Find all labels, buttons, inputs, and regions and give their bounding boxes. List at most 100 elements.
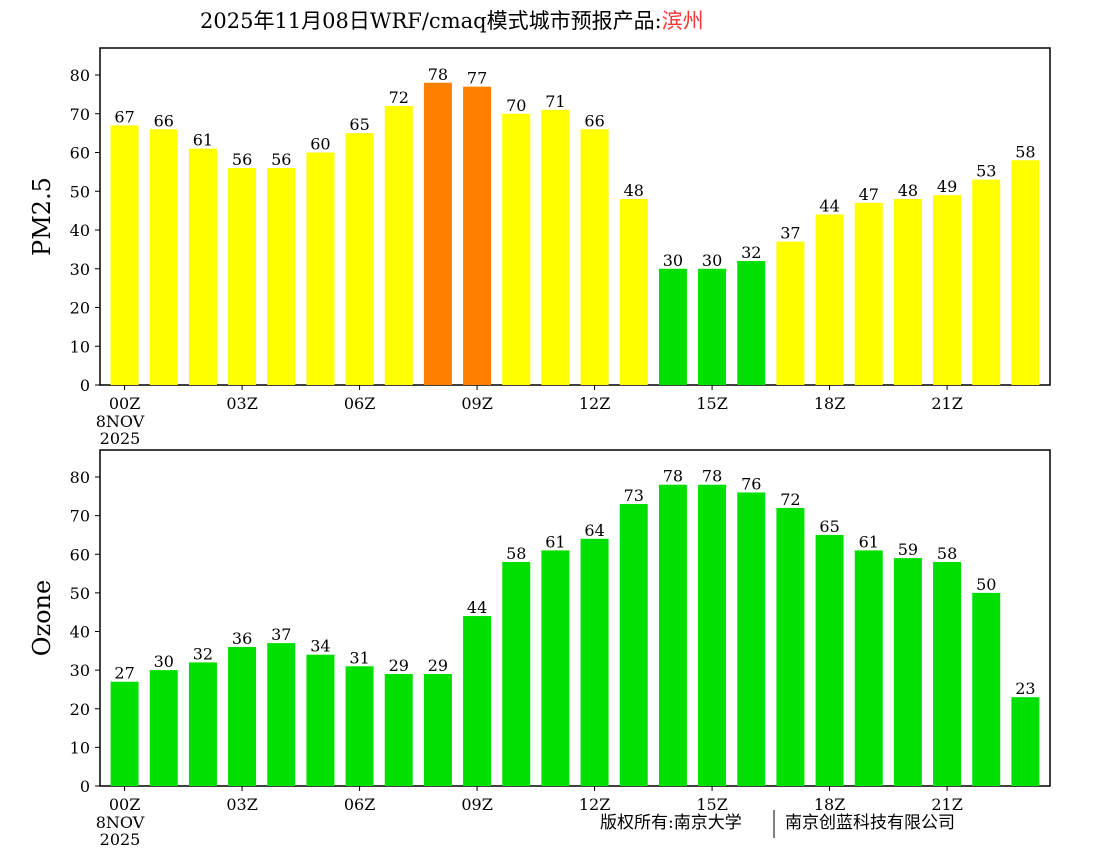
data-label: 44: [467, 598, 487, 617]
bar: [541, 109, 570, 385]
y-tick-label: 50: [70, 584, 90, 603]
x-date-label: 8NOV: [96, 813, 145, 832]
y-tick-label: 40: [70, 221, 90, 240]
data-label: 48: [898, 181, 918, 200]
data-label: 60: [310, 135, 330, 154]
data-label: 77: [467, 69, 487, 88]
bar: [580, 538, 609, 786]
data-label: 47: [859, 185, 879, 204]
x-tick-label: 00Z: [109, 795, 140, 814]
bar: [776, 507, 805, 786]
data-label: 71: [545, 92, 565, 111]
bar: [149, 670, 178, 786]
data-label: 58: [1015, 142, 1035, 161]
svg-text:2025年11月08日WRF/cmaq模式城市预报产品:滨州: 2025年11月08日WRF/cmaq模式城市预报产品:滨州: [200, 9, 704, 33]
data-label: 67: [114, 107, 134, 126]
bar: [423, 82, 452, 385]
data-label: 53: [976, 162, 996, 181]
bar: [541, 550, 570, 786]
bar: [502, 561, 531, 786]
y-tick-label: 30: [70, 260, 90, 279]
bar: [658, 268, 687, 385]
data-label: 34: [310, 637, 330, 656]
data-label: 78: [663, 467, 683, 486]
copyright-right: 南京创蓝科技有限公司: [785, 813, 955, 833]
data-label: 23: [1015, 679, 1035, 698]
bar: [619, 504, 648, 786]
bar: [306, 152, 335, 385]
x-tick-label: 15Z: [696, 795, 727, 814]
x-tick-label: 21Z: [931, 394, 962, 413]
data-label: 29: [389, 656, 409, 675]
data-label: 61: [859, 532, 879, 551]
y-tick-label: 80: [70, 66, 90, 85]
x-tick-label: 09Z: [461, 394, 492, 413]
x-tick-label: 12Z: [579, 394, 610, 413]
data-label: 66: [584, 111, 604, 130]
bar: [345, 133, 374, 385]
bar: [188, 148, 217, 385]
bar: [267, 643, 296, 786]
data-label: 32: [193, 644, 213, 663]
data-label: 37: [780, 224, 800, 243]
bar: [384, 106, 413, 385]
y-tick-label: 60: [70, 545, 90, 564]
copyright-left: 版权所有:南京大学: [600, 813, 742, 833]
x-tick-label: 12Z: [579, 795, 610, 814]
bar: [737, 261, 766, 385]
y-tick-label: 0: [80, 777, 90, 796]
chart-title: 2025年11月08日WRF/cmaq模式城市预报产品:: [200, 9, 662, 33]
bar: [933, 195, 962, 385]
data-label: 58: [937, 544, 957, 563]
bar: [384, 673, 413, 786]
bar: [893, 558, 922, 786]
plot-frame: [99, 47, 1051, 386]
data-label: 30: [663, 251, 683, 270]
bar: [267, 168, 296, 385]
bar: [188, 662, 217, 786]
data-label: 56: [232, 150, 252, 169]
bar: [463, 86, 492, 385]
bar: [933, 561, 962, 786]
y-tick-label: 70: [70, 507, 90, 526]
y-axis-label: PM2.5: [28, 177, 56, 256]
x-tick-label: 18Z: [814, 394, 845, 413]
data-label: 73: [624, 486, 644, 505]
data-label: 37: [271, 625, 291, 644]
data-label: 59: [898, 540, 918, 559]
city-name: 滨州: [662, 9, 704, 33]
data-label: 32: [741, 243, 761, 262]
bar: [737, 492, 766, 786]
bar: [306, 654, 335, 786]
x-tick-label: 03Z: [226, 795, 257, 814]
data-label: 31: [349, 648, 369, 667]
x-date-label: 8NOV: [96, 412, 145, 431]
plot-frame: [99, 449, 1051, 787]
x-tick-label: 18Z: [814, 795, 845, 814]
bar: [149, 129, 178, 385]
data-label: 72: [389, 88, 409, 107]
x-tick-label: 09Z: [461, 795, 492, 814]
data-label: 56: [271, 150, 291, 169]
bar: [893, 199, 922, 385]
data-label: 61: [193, 131, 213, 150]
bar: [110, 125, 139, 385]
data-label: 72: [780, 490, 800, 509]
data-label: 50: [976, 575, 996, 594]
bar: [345, 666, 374, 786]
bar: [972, 592, 1001, 786]
y-tick-label: 20: [70, 299, 90, 318]
bar: [815, 534, 844, 786]
bar: [580, 129, 609, 385]
bar: [698, 268, 727, 385]
bar: [854, 202, 883, 385]
bar: [815, 214, 844, 385]
data-label: 44: [819, 197, 839, 216]
y-tick-label: 80: [70, 468, 90, 487]
data-label: 58: [506, 544, 526, 563]
bar: [463, 616, 492, 786]
bar: [110, 681, 139, 786]
y-tick-label: 30: [70, 661, 90, 680]
y-tick-label: 40: [70, 623, 90, 642]
bar: [854, 550, 883, 786]
